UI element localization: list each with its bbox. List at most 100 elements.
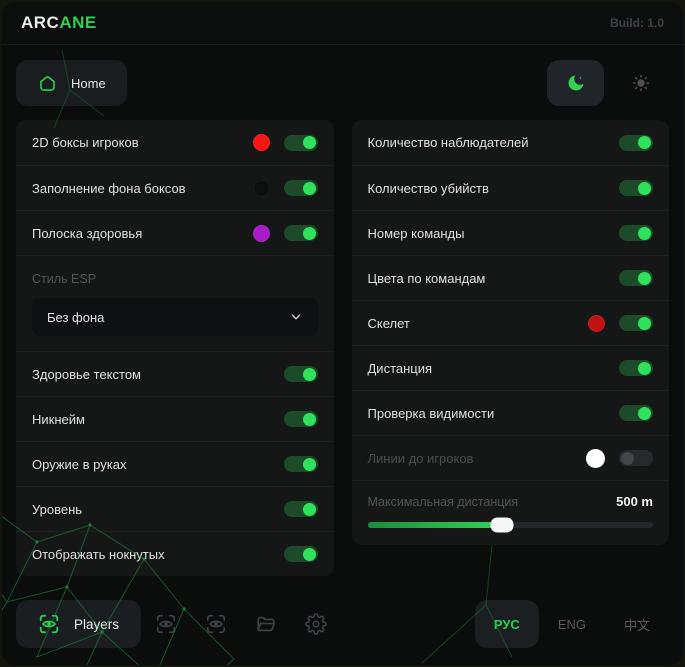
toggle-switch[interactable]: [619, 225, 653, 241]
setting-row: Количество наблюдателей: [352, 120, 670, 165]
setting-label: Уровень: [32, 501, 83, 517]
setting-label: Дистанция: [367, 360, 433, 376]
language-button-eng[interactable]: ENG: [539, 600, 605, 648]
color-swatch[interactable]: [252, 179, 270, 197]
toggle-switch[interactable]: [619, 405, 653, 421]
moon-icon: [566, 73, 586, 93]
max-distance-label: Максимальная дистанция: [367, 494, 519, 509]
esp-style-section: Стиль ESP: [16, 255, 334, 290]
toggle-switch[interactable]: [283, 546, 318, 562]
build-version: Build: 1.0: [609, 16, 664, 30]
toggle-switch[interactable]: [283, 456, 318, 472]
footer-bar: Players: [16, 600, 669, 648]
color-swatch[interactable]: [586, 448, 605, 468]
light-theme-button[interactable]: [612, 60, 669, 106]
esp-style-dropdown[interactable]: Без фона: [32, 298, 318, 336]
eye-scan-icon: [205, 613, 227, 635]
toggle-switch[interactable]: [619, 180, 653, 196]
players-tab-label: Players: [74, 616, 120, 632]
sun-icon: [632, 74, 650, 92]
color-swatch[interactable]: [588, 314, 605, 332]
esp-style-label: Стиль ESP: [32, 272, 97, 286]
setting-label: Здоровье текстом: [32, 366, 141, 382]
setting-row: Дистанция: [351, 345, 669, 390]
slider-fill: [367, 522, 502, 528]
max-distance-slider[interactable]: [367, 517, 653, 533]
theme-toggle-group: [547, 60, 669, 106]
toggle-switch[interactable]: [283, 411, 318, 427]
toggle-switch[interactable]: [619, 450, 653, 466]
setting-label: Цвета по командам: [367, 270, 486, 286]
eye-scan-icon: [38, 613, 60, 635]
toggle-switch[interactable]: [283, 366, 318, 382]
toggle-switch[interactable]: [283, 180, 318, 196]
setting-label: Скелет: [367, 315, 410, 331]
chevron-down-icon: [289, 310, 303, 324]
setting-row: Здоровье текстом: [16, 351, 334, 396]
gear-icon: [305, 613, 327, 635]
brand-accent: ANE: [59, 13, 97, 32]
max-distance-section: Максимальная дистанция 500 m: [351, 480, 669, 545]
footer-tab-button-5[interactable]: [291, 600, 341, 648]
home-button-label: Home: [71, 75, 106, 91]
toggle-switch[interactable]: [619, 134, 653, 151]
setting-row: Никнейм: [16, 396, 334, 441]
setting-row: Уровень: [16, 486, 334, 531]
eye-scan-icon: [155, 613, 177, 635]
setting-row: Проверка видимости: [351, 390, 669, 435]
slider-thumb[interactable]: [490, 517, 514, 533]
setting-row: Номер команды: [351, 210, 669, 255]
esp-right-panel: Количество наблюдателей Количество убийс…: [351, 120, 670, 545]
setting-label: Количество убийств: [367, 180, 489, 196]
setting-label: 2D боксы игроков: [32, 135, 139, 150]
settings-area: 2D боксы игроков Заполнение фона боксов …: [2, 120, 683, 576]
toggle-switch[interactable]: [619, 315, 653, 331]
toggle-switch[interactable]: [619, 360, 653, 376]
setting-row: Оружие в руках: [16, 441, 334, 486]
footer-tab-button-2[interactable]: [141, 600, 191, 648]
setting-row: Заполнение фона боксов: [16, 165, 334, 210]
setting-row: Цвета по командам: [351, 255, 669, 300]
setting-label: Заполнение фона боксов: [32, 180, 186, 196]
setting-label: Проверка видимости: [367, 405, 495, 421]
language-button-rus[interactable]: РУС: [474, 600, 539, 648]
setting-label: Количество наблюдателей: [367, 135, 529, 150]
folder-icon: [255, 613, 277, 635]
toggle-switch[interactable]: [283, 501, 318, 517]
setting-label: Полоска здоровья: [32, 225, 143, 241]
esp-style-dropdown-wrap: Без фона: [16, 290, 334, 351]
home-shield-icon: [37, 73, 58, 94]
top-bar: ARCANE Build: 1.0: [2, 2, 683, 45]
setting-row: Линии до игроков: [351, 435, 669, 480]
toggle-switch[interactable]: [619, 270, 653, 286]
setting-label: Линии до игроков: [367, 450, 474, 466]
setting-label: Никнейм: [32, 411, 85, 427]
brand-logo: ARCANE: [21, 13, 97, 33]
max-distance-value: 500 m: [616, 494, 653, 509]
setting-row: Полоска здоровья: [16, 210, 334, 255]
dark-theme-button[interactable]: [547, 60, 604, 106]
brand-primary: ARC: [21, 13, 60, 32]
setting-label: Номер команды: [367, 225, 465, 241]
language-switcher: РУС ENG 中文: [474, 600, 669, 648]
esp-left-panel: 2D боксы игроков Заполнение фона боксов …: [16, 120, 334, 576]
color-swatch[interactable]: [252, 224, 270, 242]
footer-tab-button-4[interactable]: [241, 600, 291, 648]
esp-style-selected-value: Без фона: [47, 309, 105, 325]
home-button[interactable]: Home: [16, 60, 127, 106]
footer-tabs: Players: [16, 600, 341, 648]
toggle-switch[interactable]: [283, 134, 318, 151]
setting-label: Оружие в руках: [32, 456, 127, 472]
setting-label: Отображать нокнутых: [32, 546, 165, 562]
players-tab-button[interactable]: Players: [16, 600, 142, 648]
footer-tab-button-3[interactable]: [191, 600, 241, 648]
language-button-zh[interactable]: 中文: [605, 600, 669, 648]
setting-row: Отображать нокнутых: [16, 531, 334, 576]
setting-row: Количество убийств: [351, 165, 669, 210]
color-swatch[interactable]: [252, 134, 270, 151]
setting-row: 2D боксы игроков: [16, 120, 334, 165]
header-row: Home: [16, 60, 669, 106]
toggle-switch[interactable]: [283, 225, 318, 241]
